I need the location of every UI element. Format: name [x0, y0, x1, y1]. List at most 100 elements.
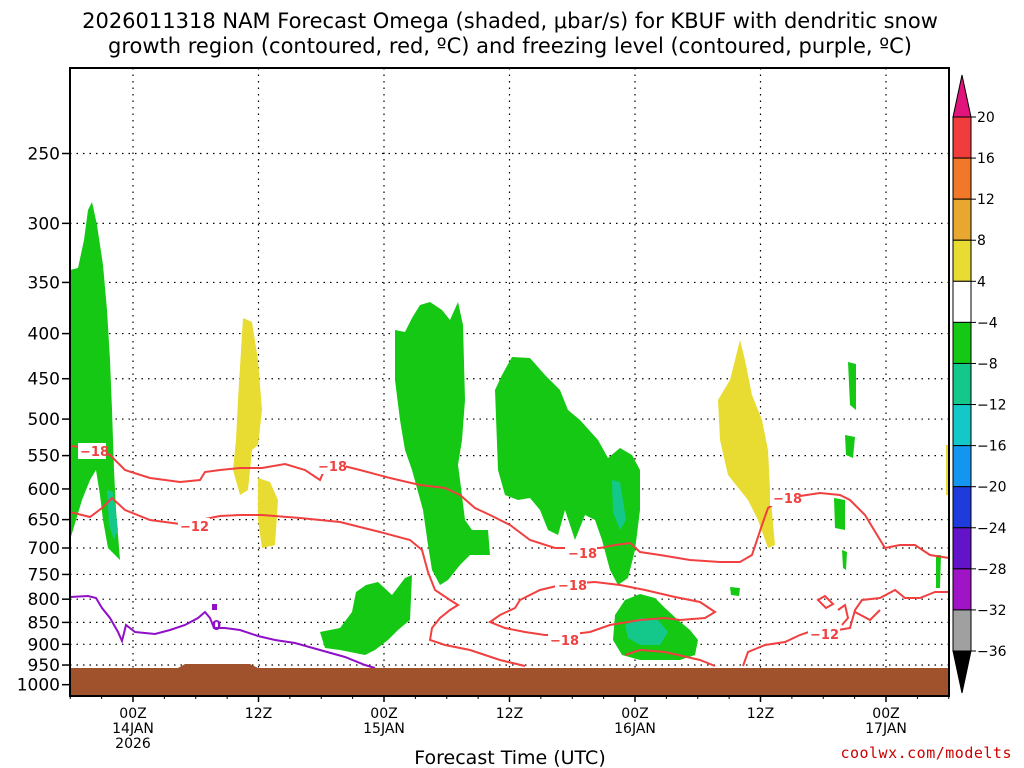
y-tick-label: 350 [28, 273, 60, 293]
y-axis: 2503003504004505005506006507007508008509… [17, 144, 70, 696]
minus12-contour-wiggle [837, 603, 850, 626]
minus18-contour-upper [69, 445, 950, 563]
x-tick-label: 15JAN [363, 721, 405, 737]
ground-bump [178, 664, 258, 668]
colorbar-segment [952, 404, 972, 447]
contour-label-9: 0 [212, 619, 221, 634]
colorbar-label: −28 [977, 562, 1007, 578]
colorbar-segment [952, 239, 972, 282]
y-tick-label: 400 [28, 325, 60, 345]
y-tick-label: 950 [28, 656, 60, 676]
credit-text: coolwx.com/modelts [840, 744, 1012, 762]
omega-shading [70, 202, 949, 660]
y-tick-label: 900 [28, 635, 60, 655]
omega-region-upward-6 [320, 575, 412, 655]
colorbar-segment [952, 116, 972, 159]
y-tick-label: 450 [28, 370, 60, 390]
colorbar-label: −8 [977, 356, 998, 372]
y-tick-label: 600 [28, 480, 60, 500]
minus12-contour-blip [816, 594, 835, 610]
colorbar-label: −36 [977, 644, 1007, 660]
omega-region-upward-3 [395, 302, 490, 585]
y-tick-label: 650 [28, 511, 60, 531]
contour-label-6: −18 [558, 579, 587, 594]
minus12-contour-upper [69, 496, 526, 667]
omega-region-upward-1 [70, 202, 120, 560]
omega-region-upward-13 [936, 555, 941, 588]
x-tick-label: 12Z [747, 706, 774, 722]
contour-label-1: −18 [80, 445, 109, 460]
colorbar-top-arrow [952, 74, 972, 118]
omega-region-upward-14 [730, 587, 740, 596]
omega-region-downward-3 [718, 340, 775, 548]
y-tick-label: 500 [28, 410, 60, 430]
colorbar-label: 16 [977, 151, 995, 167]
x-tick-label: 17JAN [865, 721, 907, 737]
minus12-contour-lower [742, 588, 949, 667]
colorbar-label: −32 [977, 603, 1007, 619]
contour-label-3: −12 [180, 520, 209, 535]
colorbar-label: −24 [977, 521, 1007, 537]
contour-label-8: −12 [810, 628, 839, 643]
x-axis-label: Forecast Time (UTC) [414, 747, 605, 768]
x-tick-label: 16JAN [614, 721, 656, 737]
omega-region-upward-2 [107, 490, 118, 540]
omega-region-upward-10 [845, 435, 855, 458]
colorbar-segment [952, 280, 972, 323]
y-tick-label: 700 [28, 539, 60, 559]
colorbar-label: 20 [977, 110, 995, 126]
colorbar-segment [952, 568, 972, 611]
colorbar-segment [952, 362, 972, 406]
colorbar-label: −4 [977, 315, 998, 331]
chart-title-line1: 2026011318 NAM Forecast Omega (shaded, μ… [82, 9, 938, 33]
colorbar-label: 8 [977, 233, 986, 249]
colorbar-segment [952, 321, 972, 364]
x-tick-label: 12Z [245, 706, 272, 722]
colorbar-segment [952, 445, 972, 488]
colorbar-label: −16 [977, 439, 1007, 455]
vertical-grid [132, 68, 887, 696]
colorbar-label: 4 [977, 274, 986, 290]
colorbar-segment [952, 609, 972, 652]
snow-growth-contours [69, 445, 950, 667]
x-tick-label: 00Z [621, 706, 648, 722]
colorbar-label: −12 [977, 398, 1007, 414]
omega-region-downward-2 [258, 478, 278, 548]
colorbar-segment [952, 157, 972, 200]
omega-region-upward-12 [842, 550, 847, 570]
contour-labels: −18 −18 −12 −18 −18 −18 −18 −12 0 [78, 443, 840, 649]
x-tick-label: 00Z [872, 706, 899, 722]
ground-surface [70, 668, 949, 696]
contour-label-5: −18 [773, 492, 802, 507]
colorbar: 20 16 12 8 4 −4 −8 −12 −16 −20 −24 −28 −32 −36 [952, 74, 1007, 694]
contour-label-7: −18 [550, 634, 579, 649]
contour-label-2: −18 [318, 460, 347, 475]
colorbar-segment [952, 198, 972, 241]
x-tick-label: 14JAN [112, 721, 154, 737]
omega-region-upward-8 [625, 618, 668, 645]
omega-region-upward-5 [612, 480, 626, 530]
colorbar-label: 12 [977, 192, 995, 208]
colorbar-segment [952, 527, 972, 570]
y-tick-label: 1000 [17, 676, 60, 696]
x-tick-label: 00Z [119, 706, 146, 722]
chart-title-line2: growth region (contoured, red, ºC) and f… [108, 34, 912, 58]
omega-region-upward-9 [848, 362, 856, 410]
x-tick-label: 12Z [496, 706, 523, 722]
omega-region-downward-1 [233, 318, 262, 495]
y-tick-label: 800 [28, 590, 60, 610]
colorbar-segment [952, 486, 972, 529]
freezing-level-contour [69, 594, 376, 669]
y-tick-label: 300 [28, 214, 60, 234]
freezing-level-blip [212, 604, 217, 610]
contour-label-4: −18 [568, 547, 597, 562]
omega-region-upward-11 [834, 498, 845, 530]
x-tick-label: 00Z [370, 706, 397, 722]
colorbar-label: −20 [977, 480, 1007, 496]
x-tick-label: 2026 [115, 736, 151, 752]
minus12-contour-right [854, 609, 881, 622]
y-tick-label: 850 [28, 613, 60, 633]
minus18-contour-small [624, 648, 716, 667]
